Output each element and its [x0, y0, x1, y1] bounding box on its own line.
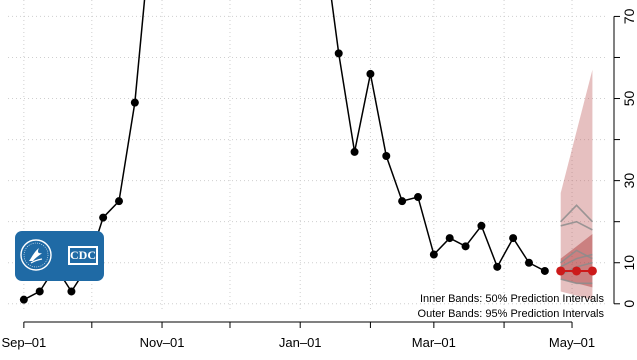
observed-point [19, 295, 28, 304]
forecast-sample-line [560, 204, 593, 223]
observed-point [130, 98, 139, 107]
observed-point [382, 152, 391, 160]
cdc-logo-text: CDC [68, 246, 98, 265]
observed-point [413, 193, 422, 202]
observed-point [366, 69, 375, 78]
observed-point [114, 197, 123, 206]
x-tick-label: Nov–01 [140, 335, 185, 350]
forecast-sample-line [560, 220, 593, 231]
forecast-band-50 [560, 234, 593, 288]
observed-point [429, 250, 438, 259]
forecast-bands [556, 69, 597, 300]
observed-point [35, 287, 44, 296]
cdc-logo: CDC [15, 231, 104, 281]
observed-point [350, 147, 359, 156]
grid-lines [8, 0, 606, 312]
annotation-outer-bands: Outer Bands: 95% Prediction Intervals [418, 308, 605, 320]
y-tick-label: 30 [621, 173, 637, 189]
y-tick-label: 0 [621, 300, 637, 308]
y-tick-label: 70 [621, 8, 637, 24]
observed-point [524, 258, 533, 267]
observed-point [540, 266, 549, 275]
observed-point [445, 234, 454, 243]
forecast-band-95 [560, 69, 593, 300]
observed-point [461, 242, 470, 251]
forecast-sample-line [560, 253, 593, 268]
x-tick-label: Mar–01 [412, 335, 456, 350]
hhs-seal-icon [20, 239, 52, 271]
axes: Sep–01 Nov–01 Jan–01 Mar–01 May–01 0 10 30 50 70 [1, 8, 637, 350]
observed-point [99, 213, 108, 222]
y-tick-label: 50 [621, 91, 637, 107]
annotations: Inner Bands: 50% Prediction Intervals Ou… [418, 293, 605, 320]
forecast-point [572, 266, 582, 276]
observed-point [509, 234, 518, 243]
x-tick-label: Sep–01 [1, 335, 46, 350]
forecast-point [587, 266, 597, 276]
annotation-inner-bands: Inner Bands: 50% Prediction Intervals [420, 293, 605, 305]
observed-point [493, 262, 502, 271]
forecast-sample-line [560, 278, 593, 285]
observed-point [398, 197, 407, 206]
x-tick-label: Jan–01 [279, 335, 322, 350]
observed-point [67, 287, 76, 296]
observed-point [477, 221, 486, 230]
forecast-point [556, 266, 566, 276]
x-tick-label: May–01 [549, 335, 595, 350]
y-tick-label: 10 [621, 255, 637, 271]
observed-point [334, 49, 343, 58]
